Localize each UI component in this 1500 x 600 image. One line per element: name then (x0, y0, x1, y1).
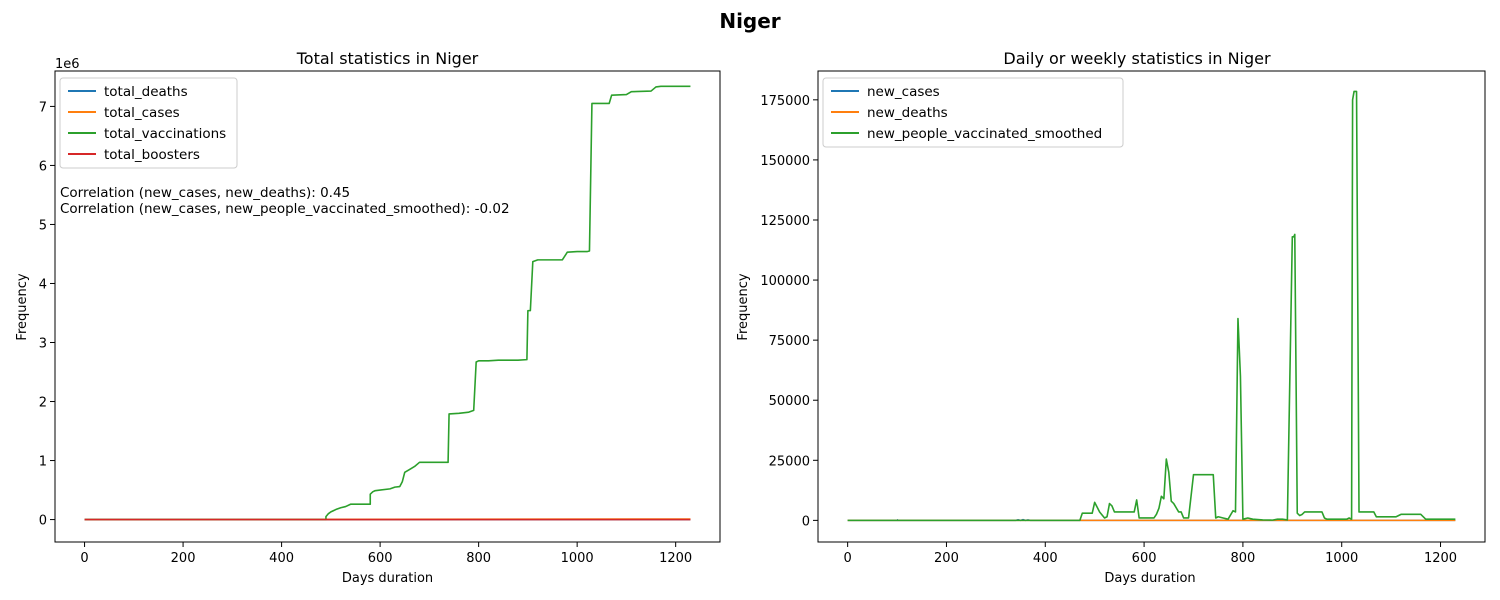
y-tick-label-total: 5 (39, 218, 47, 233)
legend-label-new-deaths: new_deaths (867, 105, 948, 121)
legend-total: total_deaths total_cases total_vaccination… (59, 77, 238, 169)
x-tick-label-total: 800 (466, 551, 491, 566)
y-tick-label-daily: 175000 (760, 94, 810, 109)
x-tick-label-daily: 0 (844, 551, 852, 566)
x-tick-label-total: 600 (368, 551, 393, 566)
legend-label-total-vaccinations: total_vaccinations (104, 126, 226, 142)
legend-label-total-boosters: total_boosters (104, 147, 200, 163)
x-tick-label-daily: 800 (1230, 551, 1255, 566)
x-axis-label-total: Days duration (342, 571, 433, 586)
legend-box-total (59, 77, 238, 169)
daily-statistics-chart: Daily or weekly statistics in Niger Days… (736, 49, 1486, 586)
y-tick-label-daily: 25000 (769, 454, 810, 469)
y-tick-label-total: 3 (39, 337, 47, 352)
y-tick-label-daily: 0 (802, 514, 810, 529)
legend-label-new-cases: new_cases (867, 84, 940, 100)
y-tick-label-total: 4 (39, 277, 47, 292)
y-tick-label-total: 2 (39, 396, 47, 411)
y-tick-label-total: 1 (39, 455, 47, 470)
x-tick-label-daily: 1200 (1424, 551, 1457, 566)
y-tick-label-daily: 100000 (760, 274, 810, 289)
y-tick-label-total: 0 (39, 514, 47, 529)
x-tick-label-daily: 1000 (1325, 551, 1358, 566)
y-tick-label-daily: 125000 (760, 214, 810, 229)
y-scale-label-total: 1e6 (55, 57, 80, 72)
y-tick-label-daily: 75000 (769, 334, 810, 349)
legend-daily: new_cases new_deaths new_people_vaccinated… (822, 77, 1124, 148)
series-lines-total (84, 85, 691, 521)
plot-frame-total (54, 70, 721, 543)
plot-frame-daily (817, 70, 1486, 543)
x-axis-label-daily: Days duration (1104, 571, 1195, 586)
series-line-total-vaccinations (84, 85, 691, 521)
x-tick-label-total: 0 (80, 551, 88, 566)
x-tick-label-total: 1000 (561, 551, 594, 566)
x-tick-label-total: 1200 (659, 551, 692, 566)
y-tick-label-daily: 150000 (760, 154, 810, 169)
legend-box-daily (822, 77, 1124, 148)
y-axis-label-daily: Frequency (736, 273, 751, 340)
ticks-daily: 0 200 400 600 800 1000 1200 0 25000 50000 75000 100… (760, 94, 1457, 566)
figure-title: Niger (719, 9, 780, 33)
correlation-annotation-1: Correlation (new_cases, new_deaths): 0.4… (60, 185, 350, 201)
chart-title-daily: Daily or weekly statistics in Niger (1003, 49, 1271, 68)
y-tick-label-daily: 50000 (769, 394, 810, 409)
x-tick-label-total: 200 (171, 551, 196, 566)
correlation-annotation-2: Correlation (new_cases, new_people_vacci… (60, 201, 510, 217)
total-statistics-chart: Total statistics in Niger Days duration … (15, 49, 721, 586)
chart-title-total: Total statistics in Niger (296, 49, 479, 68)
legend-label-new-people-vaccinated-smoothed: new_people_vaccinated_smoothed (867, 126, 1102, 142)
x-tick-label-total: 400 (269, 551, 294, 566)
y-tick-label-total: 7 (39, 100, 47, 115)
y-axis-label-total: Frequency (15, 273, 30, 340)
y-tick-label-total: 6 (39, 159, 47, 174)
series-lines-daily (847, 90, 1456, 522)
legend-label-total-deaths: total_deaths (104, 84, 188, 100)
x-tick-label-daily: 400 (1033, 551, 1058, 566)
x-tick-label-daily: 600 (1132, 551, 1157, 566)
series-line-new-people-vaccinated-smoothed (847, 90, 1456, 522)
x-tick-label-daily: 200 (934, 551, 959, 566)
ticks-total: 0 200 400 600 800 1000 1200 0 1 2 3 4 5 6 7 (39, 100, 692, 566)
legend-label-total-cases: total_cases (104, 105, 180, 121)
